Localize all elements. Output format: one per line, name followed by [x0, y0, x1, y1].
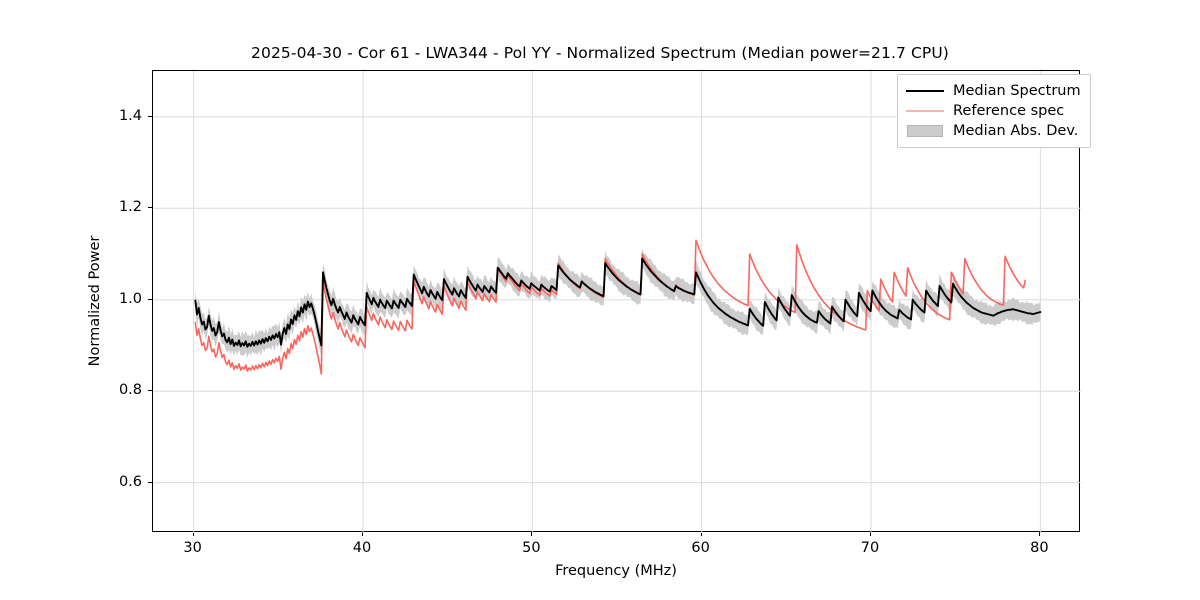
legend-line-swatch: [906, 84, 944, 98]
line-swatch-icon: [906, 110, 944, 112]
x-axis-label: Frequency (MHz): [555, 563, 677, 579]
y-tick-label: 0.6: [118, 473, 142, 490]
legend-patch-swatch: [906, 124, 944, 138]
reference-spectrum-line: [194, 239, 1027, 375]
mad-swatch-icon: [907, 125, 943, 137]
y-tickmark: [148, 298, 152, 300]
mad-band-area: [195, 248, 1041, 359]
x-tickmark: [361, 532, 363, 536]
x-tick-label: 60: [691, 540, 710, 556]
chart-legend: Median Spectrum Reference spec Median Abs.…: [897, 74, 1091, 148]
y-tick-label: 1.4: [118, 107, 142, 124]
x-tick-label: 50: [522, 540, 541, 556]
legend-label: Median Abs. Dev.: [953, 123, 1079, 139]
chart-title: 2025-04-30 - Cor 61 - LWA344 - Pol YY - …: [251, 44, 949, 62]
y-tickmark: [148, 115, 152, 117]
legend-line-swatch: [906, 104, 944, 118]
y-tick-label: 1.2: [118, 199, 142, 216]
y-tickmark: [148, 481, 152, 483]
x-tickmark: [700, 532, 702, 536]
legend-label: Reference spec: [953, 103, 1065, 119]
legend-item[interactable]: Reference spec: [906, 101, 1081, 121]
x-tickmark: [192, 532, 194, 536]
legend-item[interactable]: Median Spectrum: [906, 81, 1081, 101]
y-tickmark: [148, 390, 152, 392]
x-tick-label: 80: [1030, 540, 1049, 556]
spectrum-plot: [153, 71, 1081, 533]
legend-item[interactable]: Median Abs. Dev.: [906, 121, 1081, 141]
y-tickmark: [148, 207, 152, 209]
legend-label: Median Spectrum: [953, 83, 1081, 99]
x-tickmark: [531, 532, 533, 536]
x-tickmark: [870, 532, 871, 536]
x-tick-label: 70: [860, 540, 880, 556]
median-spectrum-line: [194, 257, 1042, 348]
x-tick-label: 40: [352, 540, 372, 556]
y-tick-label: 1.0: [118, 290, 142, 307]
x-tickmark: [1039, 532, 1041, 536]
y-axis-label: Normalized Power: [87, 235, 103, 367]
y-tick-label: 0.8: [118, 382, 142, 399]
line-swatch-icon: [906, 90, 944, 92]
x-tick-label: 30: [183, 540, 202, 556]
